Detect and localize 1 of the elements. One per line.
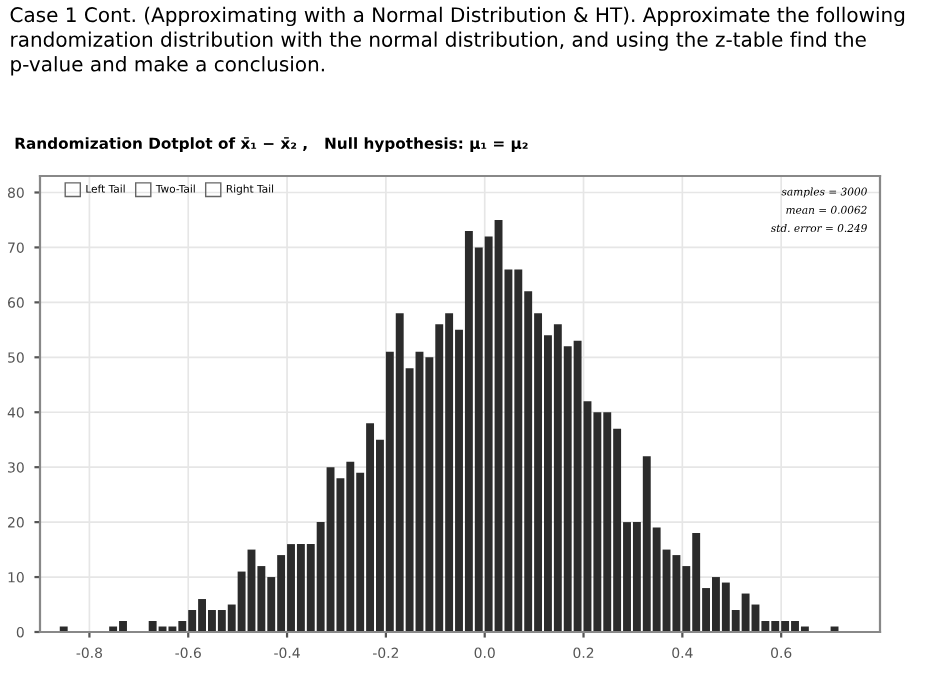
- chart-title: Case 1 Cont. (Approximating with a Normal Distribution & HT). Approximate the following randomization distribution with the normal distribution, and using the z-table find the p-value and make a conclusion.: [10, 6, 905, 76]
